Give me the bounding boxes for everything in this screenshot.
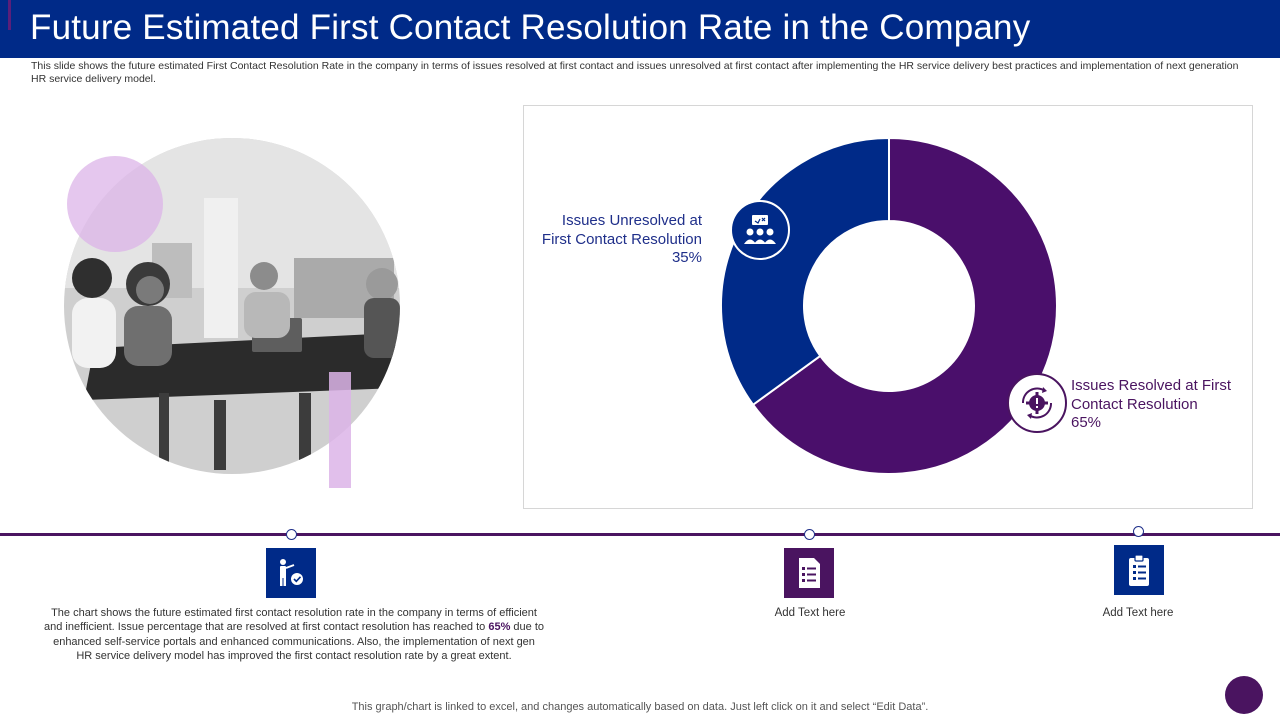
- footer-note: This graph/chart is linked to excel, and…: [351, 701, 929, 713]
- document-list-icon: [784, 548, 834, 598]
- timeline-dot-3: [1133, 526, 1144, 537]
- decorative-bar: [329, 372, 351, 488]
- add-text-placeholder-1[interactable]: Add Text here: [774, 607, 846, 619]
- timeline-line: [0, 533, 1280, 536]
- clipboard-checklist-icon: [1114, 545, 1164, 595]
- timeline-dot-2: [804, 529, 815, 540]
- person-gear-icon: [266, 548, 316, 598]
- page-title: Future Estimated First Contact Resolutio…: [30, 8, 1031, 47]
- decorative-circle: [67, 156, 163, 252]
- unresolved-label: Issues Unresolved at First Contact Resol…: [540, 212, 702, 268]
- resolved-label: Issues Resolved at First Contact Resolut…: [1071, 377, 1241, 433]
- chart-description: The chart shows the future estimated fir…: [44, 606, 544, 663]
- unresolved-label-name: Issues Unresolved at First Contact Resol…: [541, 212, 702, 248]
- description-text-post: due to enhanced self-service portals and…: [53, 621, 545, 662]
- team-meeting-icon: [730, 200, 790, 260]
- resolved-label-name: Issues Resolved at First Contact Resolut…: [1071, 377, 1232, 413]
- donut-slice-resolved[interactable]: [751, 136, 1058, 475]
- description-highlight: 65%: [488, 621, 511, 634]
- timeline-dot-1: [286, 529, 297, 540]
- header-bar: Future Estimated First Contact Resolutio…: [0, 0, 1280, 58]
- resolved-label-value: 65%: [1071, 414, 1102, 431]
- slide-description: This slide shows the future estimated Fi…: [31, 60, 1239, 85]
- chart-container[interactable]: [523, 105, 1253, 509]
- header-accent-line: [8, 0, 11, 30]
- gear-cycle-icon: [1007, 373, 1067, 433]
- donut-slice-unresolved[interactable]: [720, 136, 890, 407]
- corner-decorative-circle: [1225, 676, 1263, 714]
- donut-chart[interactable]: [524, 106, 1254, 510]
- description-text-pre: The chart shows the future estimated fir…: [44, 607, 537, 634]
- unresolved-label-value: 35%: [671, 249, 702, 266]
- add-text-placeholder-2[interactable]: Add Text here: [1102, 607, 1174, 619]
